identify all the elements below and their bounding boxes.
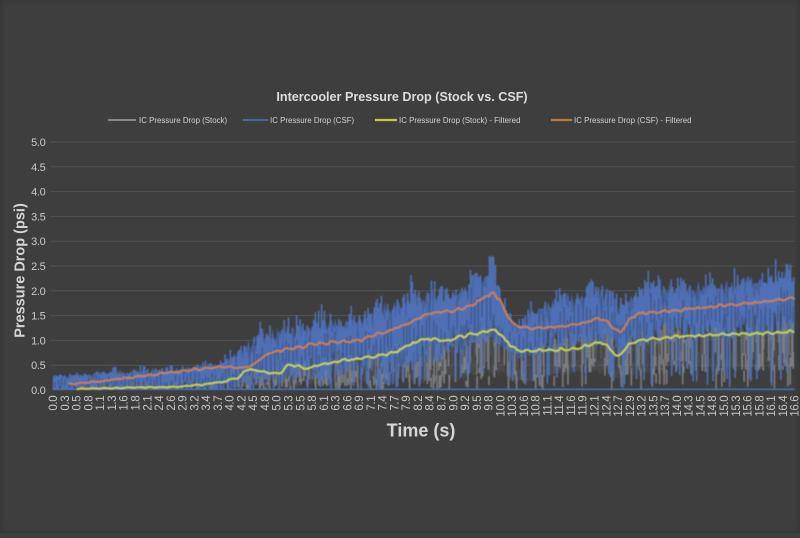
svg-text:7.9: 7.9 (401, 396, 413, 411)
svg-text:4.0: 4.0 (225, 396, 237, 411)
svg-text:11.6: 11.6 (566, 396, 578, 416)
svg-text:0.5: 0.5 (72, 396, 84, 411)
svg-text:1.6: 1.6 (119, 396, 131, 411)
svg-text:15.3: 15.3 (731, 396, 743, 417)
svg-text:6.1: 6.1 (319, 396, 331, 411)
svg-text:6.6: 6.6 (342, 396, 354, 411)
svg-text:7.1: 7.1 (366, 396, 378, 411)
svg-text:IC Pressure Drop (Stock): IC Pressure Drop (Stock) (139, 116, 228, 125)
svg-text:2.5: 2.5 (31, 261, 46, 273)
svg-text:4.5: 4.5 (31, 162, 46, 174)
svg-text:5.5: 5.5 (295, 396, 307, 411)
svg-text:8.7: 8.7 (437, 396, 449, 411)
svg-text:5.8: 5.8 (307, 396, 319, 411)
svg-text:IC Pressure Drop (CSF): IC Pressure Drop (CSF) (270, 116, 355, 125)
svg-text:1.3: 1.3 (107, 396, 119, 411)
svg-text:16.4: 16.4 (778, 395, 790, 417)
svg-text:2.9: 2.9 (178, 396, 190, 411)
svg-text:0.0: 0.0 (31, 385, 46, 397)
svg-text:Intercooler Pressure Drop (Sto: Intercooler Pressure Drop (Stock vs. CSF… (276, 90, 527, 104)
svg-text:10.3: 10.3 (507, 396, 519, 417)
svg-text:4.0: 4.0 (31, 187, 46, 199)
svg-text:16.1: 16.1 (766, 396, 778, 417)
svg-text:4.5: 4.5 (248, 396, 260, 411)
svg-text:5.0: 5.0 (272, 396, 284, 411)
svg-text:15.8: 15.8 (754, 396, 766, 417)
svg-text:10.0: 10.0 (495, 396, 507, 417)
svg-text:9.2: 9.2 (460, 396, 472, 411)
svg-text:9.8: 9.8 (484, 396, 496, 411)
svg-text:11.4: 11.4 (554, 395, 566, 416)
svg-text:8.4: 8.4 (425, 395, 437, 411)
svg-text:3.5: 3.5 (31, 211, 46, 223)
svg-text:3.0: 3.0 (31, 236, 46, 248)
svg-text:3.4: 3.4 (201, 395, 213, 411)
svg-text:7.7: 7.7 (389, 396, 401, 411)
svg-text:12.4: 12.4 (601, 395, 613, 417)
svg-text:15.0: 15.0 (719, 396, 731, 417)
svg-text:9.5: 9.5 (472, 396, 484, 411)
svg-text:11.1: 11.1 (542, 396, 554, 416)
svg-text:16.6: 16.6 (790, 396, 800, 417)
svg-text:4.2: 4.2 (236, 396, 248, 411)
svg-text:13.2: 13.2 (637, 396, 649, 417)
svg-text:1.0: 1.0 (31, 335, 46, 347)
svg-text:8.2: 8.2 (413, 396, 425, 411)
svg-text:14.0: 14.0 (672, 396, 684, 417)
svg-text:14.8: 14.8 (707, 396, 719, 417)
svg-text:12.9: 12.9 (625, 396, 637, 417)
svg-text:9.0: 9.0 (448, 396, 460, 411)
svg-text:IC Pressure Drop (Stock) - Fil: IC Pressure Drop (Stock) - Filtered (399, 116, 520, 125)
svg-text:IC Pressure Drop (CSF) - Filte: IC Pressure Drop (CSF) - Filtered (574, 116, 692, 125)
svg-text:1.1: 1.1 (95, 396, 107, 411)
svg-text:6.9: 6.9 (354, 396, 366, 411)
svg-text:10.8: 10.8 (531, 396, 543, 417)
svg-text:12.7: 12.7 (613, 396, 625, 417)
svg-text:0.8: 0.8 (83, 396, 95, 411)
svg-text:13.5: 13.5 (648, 396, 660, 417)
svg-text:5.3: 5.3 (284, 396, 296, 411)
svg-text:1.5: 1.5 (31, 311, 46, 323)
svg-text:0.5: 0.5 (31, 360, 46, 372)
svg-text:2.6: 2.6 (166, 396, 178, 411)
svg-text:13.7: 13.7 (660, 396, 672, 417)
svg-text:14.3: 14.3 (684, 396, 696, 417)
svg-text:Pressure Drop (psi): Pressure Drop (psi) (13, 203, 29, 338)
svg-text:4.8: 4.8 (260, 396, 272, 411)
svg-text:14.5: 14.5 (695, 396, 707, 417)
svg-text:6.3: 6.3 (331, 396, 343, 411)
svg-text:12.1: 12.1 (590, 396, 602, 417)
svg-text:1.8: 1.8 (131, 396, 143, 411)
svg-text:2.1: 2.1 (142, 396, 154, 411)
svg-text:Time (s): Time (s) (387, 421, 456, 441)
svg-text:2.4: 2.4 (154, 395, 166, 411)
svg-text:3.2: 3.2 (189, 396, 201, 411)
svg-text:0.0: 0.0 (48, 396, 60, 411)
svg-text:11.9: 11.9 (578, 396, 590, 416)
svg-text:2.0: 2.0 (31, 286, 46, 298)
svg-text:5.0: 5.0 (31, 137, 46, 149)
svg-text:3.7: 3.7 (213, 396, 225, 411)
svg-text:15.6: 15.6 (743, 396, 755, 417)
svg-text:0.3: 0.3 (60, 396, 72, 411)
svg-text:10.6: 10.6 (519, 396, 531, 417)
svg-text:7.4: 7.4 (378, 395, 390, 411)
